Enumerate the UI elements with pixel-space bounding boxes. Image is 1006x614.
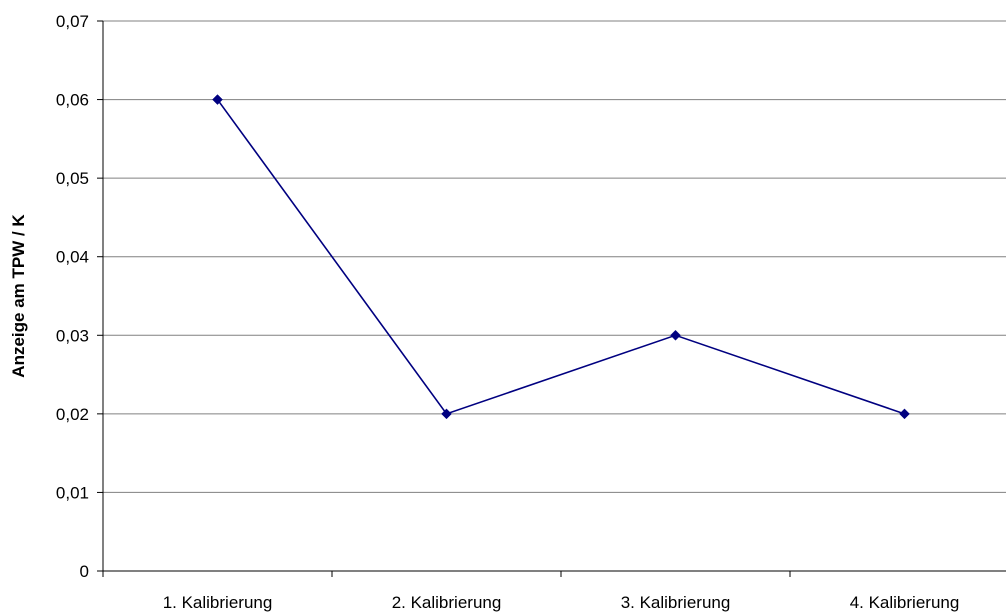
- series-line: [216, 99, 905, 415]
- gridlines: [103, 20, 1006, 493]
- y-tick-label: 0: [80, 562, 89, 581]
- data-point-marker: [670, 329, 681, 341]
- y-tick-label: 0,02: [56, 405, 89, 424]
- x-tick-label: 1. Kalibrierung: [163, 593, 273, 612]
- data-point-marker: [441, 408, 452, 420]
- x-tick-labels: 1. Kalibrierung 2. Kalibrierung 3. Kalibri…: [163, 593, 960, 612]
- y-tick-label: 0,05: [56, 169, 89, 188]
- data-point-marker: [212, 94, 223, 105]
- axes: [97, 20, 1006, 577]
- series: [212, 94, 910, 420]
- y-tick-label: 0,03: [56, 326, 89, 345]
- y-tick-labels: 0 0,01 0,02 0,03 0,04 0,05 0,06 0,07: [56, 12, 89, 581]
- x-tick-label: 2. Kalibrierung: [392, 593, 502, 612]
- y-axis-title: Anzeige am TPW / K: [9, 214, 28, 378]
- x-tick-label: 3. Kalibrierung: [621, 593, 731, 612]
- y-tick-label: 0,07: [56, 12, 89, 31]
- y-tick-label: 0,06: [56, 91, 89, 110]
- y-tick-label: 0,04: [56, 248, 89, 267]
- data-point-marker: [899, 408, 910, 420]
- y-tick-label: 0,01: [56, 483, 89, 502]
- x-tick-label: 4. Kalibrierung: [850, 593, 960, 612]
